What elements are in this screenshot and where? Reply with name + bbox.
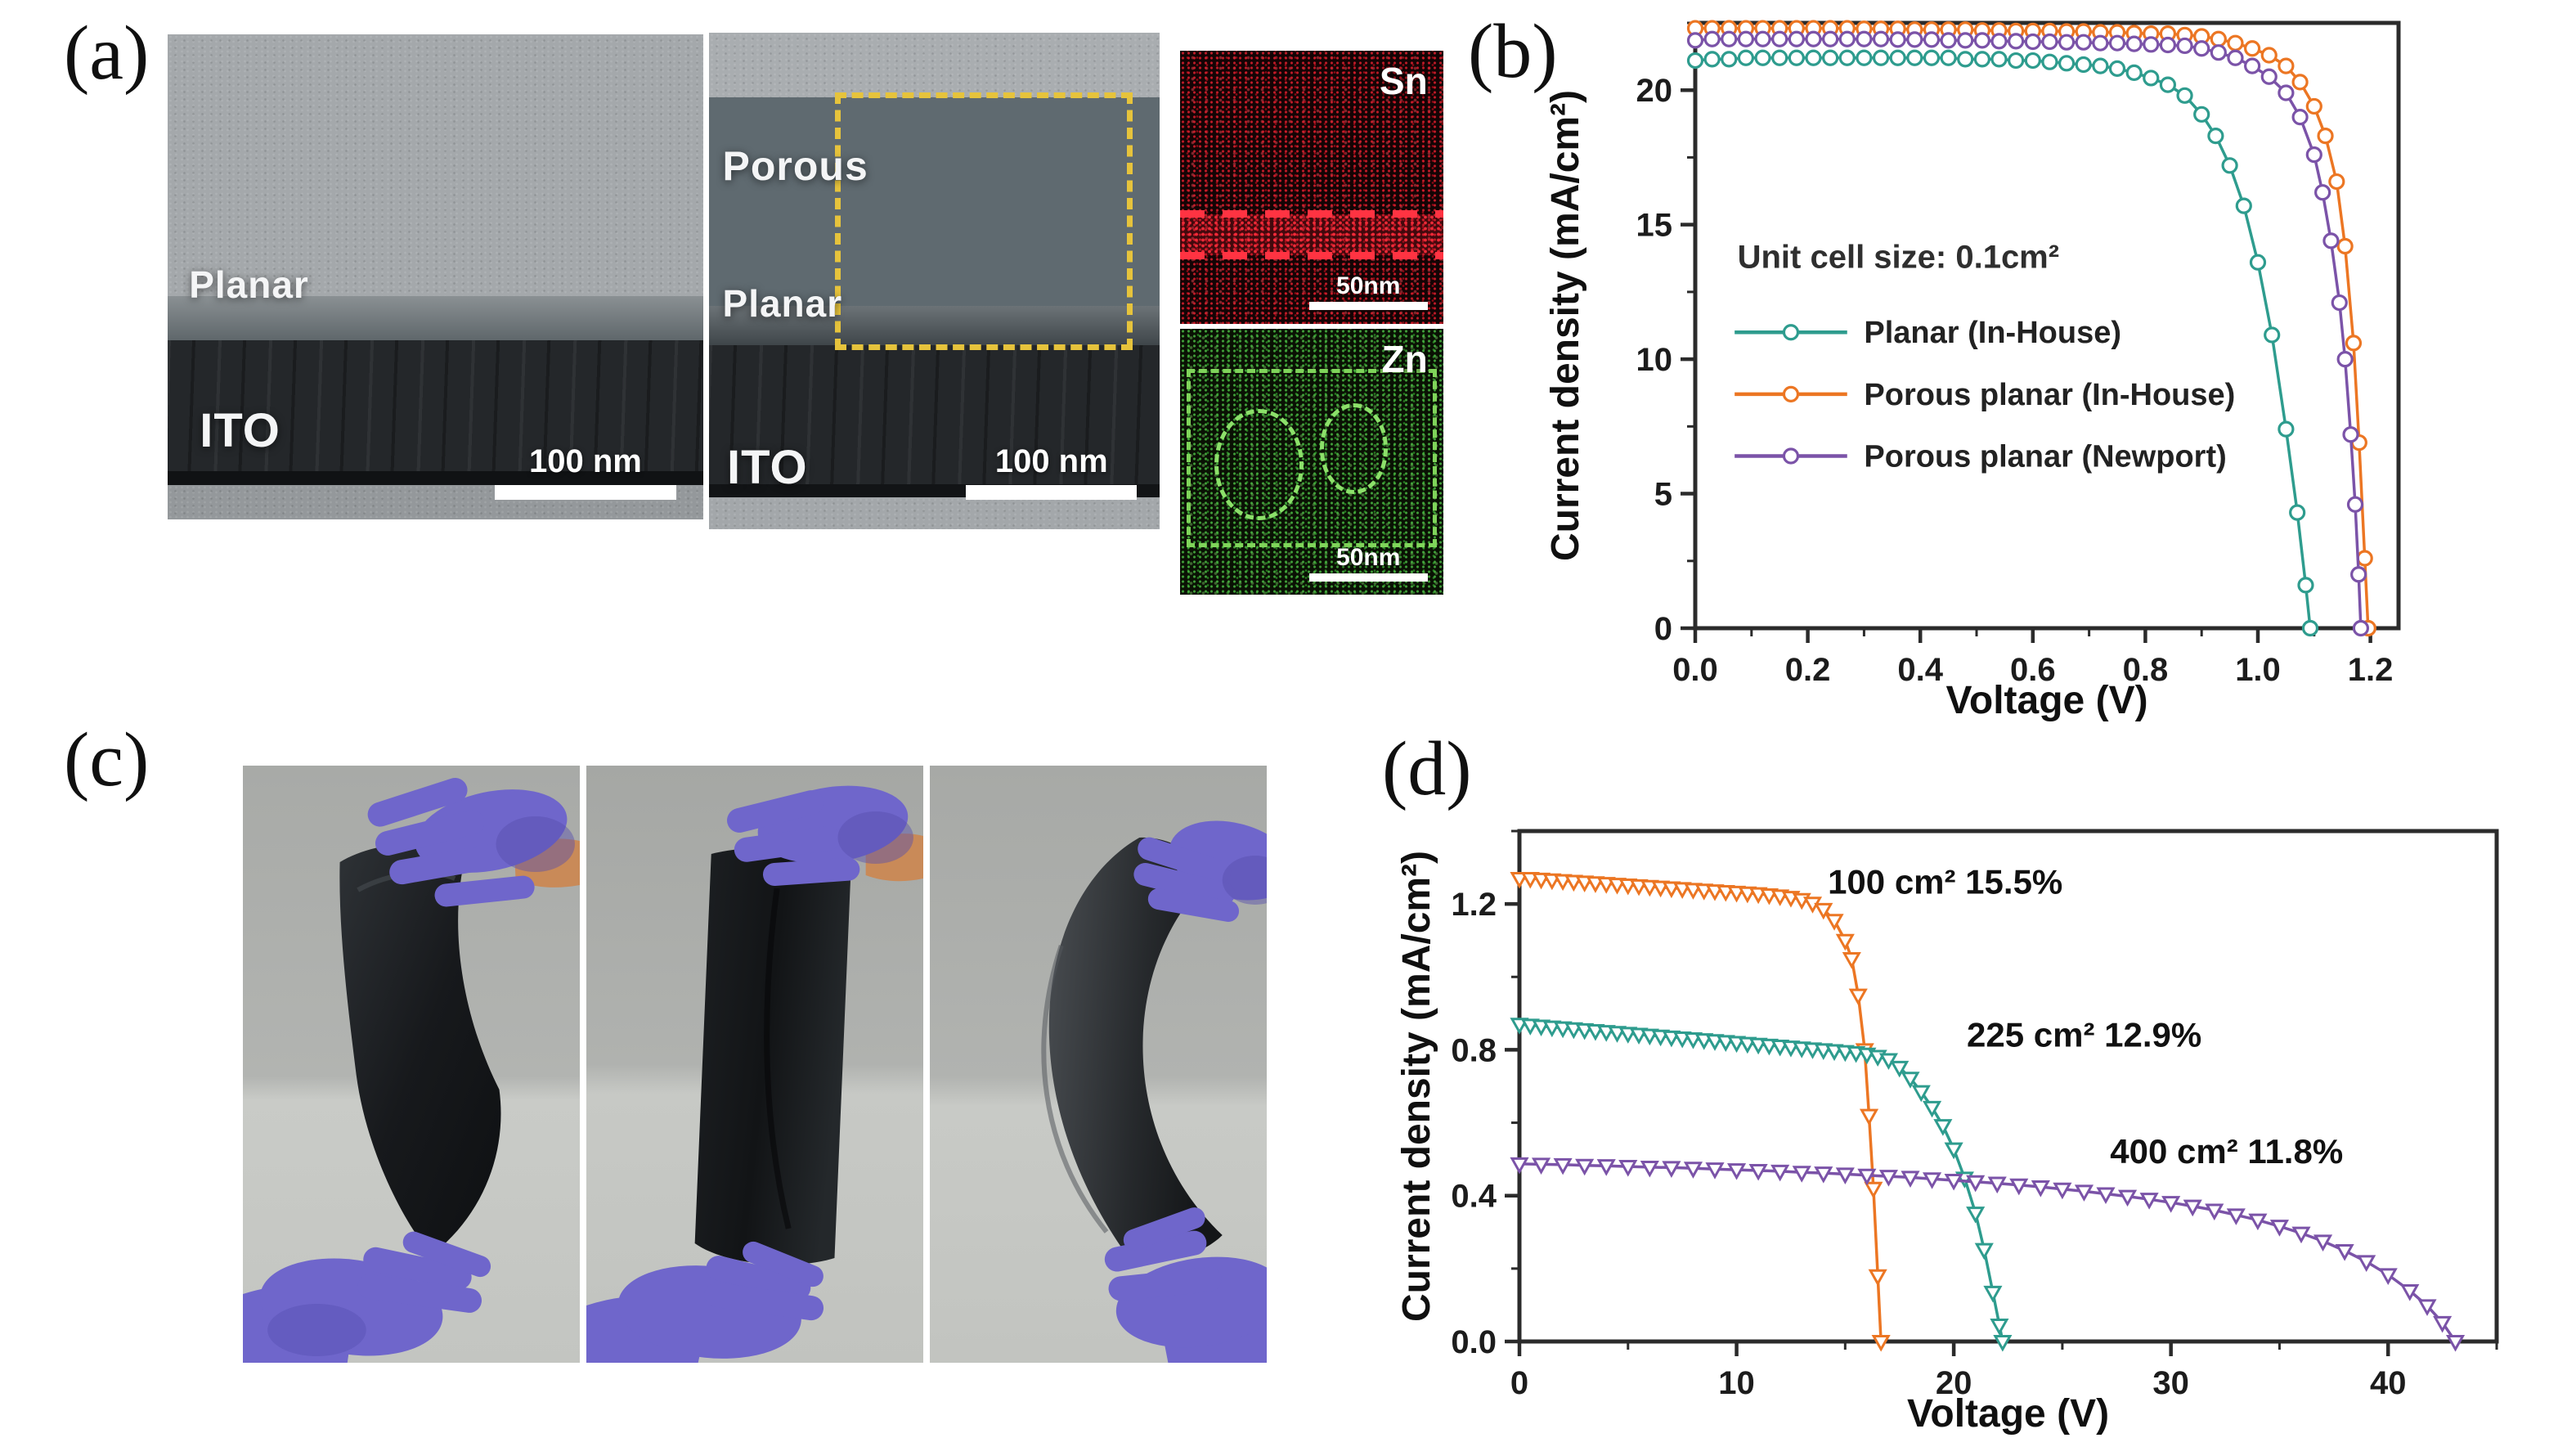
gloved-hand-top bbox=[727, 785, 913, 886]
gloved-hand-bottom bbox=[243, 1231, 491, 1363]
photo-illustration bbox=[243, 766, 580, 1363]
sn-dashed-line bbox=[1180, 252, 1443, 260]
zn-dashed-box bbox=[1187, 368, 1437, 547]
porous-perovskite-layer bbox=[709, 97, 1160, 306]
sn-dashed-line bbox=[1180, 210, 1443, 218]
scalebar-bar bbox=[966, 484, 1138, 500]
svg-text:0.4: 0.4 bbox=[1451, 1179, 1497, 1215]
scalebar-text: 100 nm bbox=[994, 443, 1108, 479]
svg-text:1.2: 1.2 bbox=[1451, 887, 1497, 923]
jv-chart-unit-cell: 0.0 0.2 0.4 0.6 0.8 1.0 1.2 0 5 10 15 20 Voltage (V)… bbox=[1536, 7, 2435, 726]
svg-text:225 cm² 12.9%: 225 cm² 12.9% bbox=[1967, 1016, 2201, 1054]
gloved-hand-bottom bbox=[586, 1241, 824, 1363]
svg-text:0.0: 0.0 bbox=[1451, 1324, 1497, 1360]
flexible-film bbox=[694, 847, 851, 1265]
flex-module-photo-flat bbox=[586, 766, 923, 1363]
scalebar-text: 50nm bbox=[1336, 543, 1401, 571]
panel-b-label: (b) bbox=[1468, 9, 1558, 94]
svg-text:100 cm² 15.5%: 100 cm² 15.5% bbox=[1828, 862, 2062, 901]
scalebar-50nm: 50nm bbox=[1308, 543, 1428, 582]
roi-dashed-box bbox=[835, 92, 1133, 351]
scalebar-50nm: 50nm bbox=[1308, 272, 1428, 311]
flexible-film bbox=[1048, 837, 1223, 1260]
ito-layer bbox=[168, 339, 703, 471]
planar-label: Planar bbox=[722, 281, 843, 325]
gloved-hand-bottom bbox=[1104, 1207, 1267, 1363]
photo-illustration bbox=[930, 766, 1267, 1363]
tem-image-porous-planar: Porous Planar ITO 100 nm bbox=[709, 33, 1160, 529]
svg-text:0.4: 0.4 bbox=[1897, 652, 1943, 688]
svg-text:Planar (In-House): Planar (In-House) bbox=[1864, 316, 2121, 350]
porous-label: Porous bbox=[722, 142, 868, 189]
chart-svg: 0.0 0.2 0.4 0.6 0.8 1.0 1.2 0 5 10 15 20 Voltage (V)… bbox=[1544, 20, 2401, 722]
film-crease bbox=[764, 888, 792, 1229]
flexible-film bbox=[339, 843, 501, 1255]
ito-label: ITO bbox=[727, 440, 808, 494]
scalebar-text: 100 nm bbox=[528, 443, 642, 480]
scalebar-100nm: 100 nm bbox=[494, 443, 677, 501]
jv-chart-modules: 0 10 20 30 40 0.0 0.4 0.8 1.2 Voltage (V) Current … bbox=[1389, 736, 2533, 1438]
svg-text:1.2: 1.2 bbox=[2348, 652, 2394, 688]
scalebar-bar bbox=[494, 485, 677, 501]
svg-text:Voltage (V): Voltage (V) bbox=[1945, 679, 2147, 722]
tem-image-planar: Planar ITO 100 nm bbox=[168, 34, 703, 519]
svg-text:400 cm² 11.8%: 400 cm² 11.8% bbox=[2110, 1132, 2343, 1171]
svg-text:0.8: 0.8 bbox=[2123, 652, 2169, 688]
vacuum-region bbox=[709, 33, 1160, 97]
gloved-hand-top bbox=[367, 777, 575, 907]
svg-text:Current density (mA/cm²): Current density (mA/cm²) bbox=[1544, 90, 1587, 561]
scalebar-text: 50nm bbox=[1336, 272, 1401, 300]
svg-text:5: 5 bbox=[1654, 477, 1672, 513]
eds-map-zn: Zn 50nm bbox=[1180, 329, 1443, 595]
svg-text:1.0: 1.0 bbox=[2235, 652, 2281, 688]
svg-text:20: 20 bbox=[1936, 1365, 1972, 1401]
sn-element-label: Sn bbox=[1379, 60, 1428, 103]
eds-map-sn: Sn 50nm bbox=[1180, 51, 1443, 324]
planar-perovskite-layer bbox=[168, 296, 703, 340]
planar-perovskite-layer bbox=[709, 305, 1160, 346]
zn-ring bbox=[1319, 403, 1389, 494]
svg-text:0.2: 0.2 bbox=[1785, 652, 1831, 688]
svg-text:0: 0 bbox=[1510, 1365, 1528, 1401]
zn-element-label: Zn bbox=[1381, 337, 1428, 380]
svg-text:Current density (mA/cm²): Current density (mA/cm²) bbox=[1395, 851, 1438, 1322]
svg-text:10: 10 bbox=[1718, 1365, 1755, 1401]
chart-svg: 0 10 20 30 40 0.0 0.4 0.8 1.2 Voltage (V) Current … bbox=[1395, 829, 2499, 1436]
svg-text:0.0: 0.0 bbox=[1672, 652, 1718, 688]
svg-text:Unit cell size: 0.1cm²: Unit cell size: 0.1cm² bbox=[1738, 239, 2059, 275]
flex-module-photo-bend-s bbox=[243, 766, 580, 1363]
zn-ring bbox=[1214, 408, 1304, 520]
panel-c-label: (c) bbox=[64, 717, 150, 802]
panel-d-label: (d) bbox=[1382, 726, 1472, 811]
svg-text:0.8: 0.8 bbox=[1451, 1032, 1497, 1068]
scalebar-bar bbox=[1308, 302, 1428, 311]
svg-text:Porous planar (In-House): Porous planar (In-House) bbox=[1864, 378, 2235, 412]
scalebar-bar bbox=[1308, 573, 1428, 582]
interface-strip bbox=[168, 470, 703, 486]
substrate-region bbox=[709, 497, 1160, 529]
scalebar-100nm: 100 nm bbox=[966, 443, 1138, 500]
photo-illustration bbox=[586, 766, 923, 1363]
svg-text:30: 30 bbox=[2152, 1365, 2189, 1401]
flex-module-photo-bend-c bbox=[930, 766, 1267, 1363]
gloved-hand-top bbox=[1133, 820, 1267, 922]
ito-label: ITO bbox=[200, 403, 280, 457]
sn-rich-band bbox=[1180, 210, 1443, 260]
panel-a-label: (a) bbox=[64, 11, 150, 96]
svg-text:20: 20 bbox=[1636, 73, 1673, 109]
svg-text:Voltage (V): Voltage (V) bbox=[1907, 1392, 2109, 1436]
vacuum-region bbox=[168, 34, 703, 297]
svg-text:0.6: 0.6 bbox=[2010, 652, 2056, 688]
film-highlight bbox=[1041, 945, 1109, 1234]
ito-layer bbox=[709, 345, 1160, 485]
svg-text:15: 15 bbox=[1636, 208, 1673, 244]
svg-text:40: 40 bbox=[2370, 1365, 2407, 1401]
svg-text:10: 10 bbox=[1636, 342, 1673, 378]
svg-text:0: 0 bbox=[1654, 611, 1672, 647]
planar-label: Planar bbox=[189, 263, 309, 306]
svg-text:Porous planar (Newport): Porous planar (Newport) bbox=[1864, 440, 2226, 474]
